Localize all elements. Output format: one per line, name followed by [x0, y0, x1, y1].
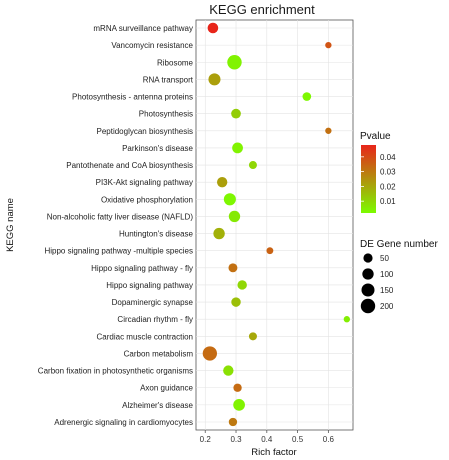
data-point — [231, 297, 241, 307]
chart-title: KEGG enrichment — [209, 2, 315, 17]
data-point — [213, 227, 225, 240]
y-category-labels: mRNA surveillance pathway Vancomycin resi… — [38, 24, 194, 427]
x-tick-label: 0.6 — [323, 435, 335, 444]
data-point — [227, 55, 242, 70]
data-point — [223, 193, 236, 206]
x-tick-label: 0.3 — [230, 435, 242, 444]
data-point — [302, 92, 312, 101]
x-axis-title: Rich factor — [251, 447, 296, 458]
data-point — [248, 161, 257, 170]
size-legend-label: 200 — [380, 302, 394, 311]
data-point — [216, 176, 228, 188]
y-tick-label: Photosynthesis — [139, 110, 193, 119]
y-tick-label: Hippo signaling pathway — [106, 281, 193, 290]
plot-panel — [195, 19, 354, 431]
data-point — [233, 383, 242, 392]
colorbar-tick-label: 0.02 — [380, 182, 396, 191]
colorbar-tick-label: 0.04 — [380, 153, 396, 162]
y-axis-title: KEGG name — [5, 198, 16, 252]
y-tick-label: Cardiac muscle contraction — [97, 332, 193, 341]
data-point — [207, 22, 219, 34]
size-legend-dot — [361, 283, 375, 297]
x-tick-label: 0.5 — [292, 435, 304, 444]
size-legend-label: 100 — [380, 270, 394, 279]
size-legend-title: DE Gene number — [360, 239, 438, 250]
pvalue-colorbar — [361, 145, 376, 213]
data-point — [343, 316, 351, 323]
size-legend-dot — [360, 298, 376, 314]
data-point — [325, 41, 332, 49]
y-tick-label: Circadian rhythm - fly — [117, 315, 193, 324]
data-point — [231, 108, 241, 119]
y-tick-label: Hippo signaling pathway - fly — [91, 264, 193, 273]
size-legend-label: 50 — [380, 254, 389, 263]
data-point — [202, 346, 217, 361]
data-point — [228, 263, 238, 273]
data-point — [237, 280, 247, 290]
y-tick-label: Adrenergic signaling in cardiomyocytes — [54, 418, 193, 427]
y-tick-label: Axon guidance — [140, 384, 193, 393]
data-point — [266, 247, 274, 255]
data-point — [228, 210, 241, 223]
size-legend-dot — [362, 268, 374, 280]
y-tick-label: PI3K-Akt signaling pathway — [96, 178, 193, 187]
data-point — [248, 332, 257, 341]
y-tick-label: Hippo signaling pathway -multiple specie… — [44, 247, 193, 256]
data-point — [325, 127, 332, 134]
y-tick-label: Dopaminergic synapse — [112, 298, 194, 307]
data-point — [208, 73, 221, 86]
y-tick-label: Carbon fixation in photosynthetic organi… — [38, 367, 193, 376]
y-tick-label: mRNA surveillance pathway — [93, 24, 193, 33]
x-tick-label: 0.4 — [261, 435, 273, 444]
data-point — [233, 399, 245, 411]
y-tick-label: Non-alcoholic fatty liver disease (NAFLD… — [47, 212, 194, 221]
size-legend-label: 150 — [380, 286, 394, 295]
y-tick-label: Ribosome — [157, 58, 194, 67]
data-point — [228, 417, 238, 427]
data-point — [223, 365, 234, 376]
pvalue-legend-ticks: 0.04 0.03 0.02 0.01 — [361, 153, 396, 206]
x-tick-labels: 0.2 0.3 0.4 0.5 0.6 — [200, 430, 335, 444]
y-tick-label: RNA transport — [143, 75, 194, 84]
colorbar-tick-label: 0.01 — [380, 197, 396, 206]
y-tick-label: Vancomycin resistance — [111, 41, 193, 50]
y-tick-label: Pantothenate and CoA biosynthesis — [66, 161, 193, 170]
data-point — [232, 142, 243, 154]
x-tick-label: 0.2 — [200, 435, 212, 444]
y-tick-label: Peptidoglycan biosynthesis — [96, 127, 193, 136]
size-legend-entries: 50 100 150 200 — [360, 253, 394, 314]
y-tick-label: Oxidative phosphorylation — [101, 195, 193, 204]
y-tick-label: Alzheimer's disease — [122, 401, 193, 410]
pvalue-legend-title: Pvalue — [360, 131, 391, 142]
data-points — [202, 22, 351, 427]
y-tick-label: Huntington's disease — [119, 230, 194, 239]
size-legend-dot — [363, 253, 373, 263]
y-tick-label: Carbon metabolism — [124, 349, 194, 358]
colorbar-tick-label: 0.03 — [380, 168, 396, 177]
y-tick-label: Parkinson's disease — [122, 144, 193, 153]
y-tick-label: Photosynthesis - antenna proteins — [72, 93, 193, 102]
